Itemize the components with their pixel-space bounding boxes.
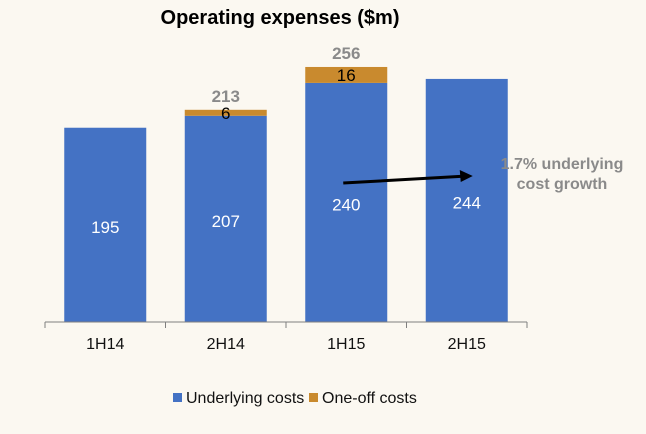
data-label-one-off-2H14: 6 — [221, 104, 230, 123]
legend: Underlying costs One-off costs — [173, 390, 417, 407]
x-axis: 1H14 2H14 1H15 2H15 — [44, 321, 528, 353]
total-label-2H14: 213 — [212, 87, 240, 106]
annotation-line-2: cost growth — [517, 176, 608, 193]
legend-label-one-off: One-off costs — [322, 390, 417, 407]
bar-one-off-2H14 — [184, 109, 267, 116]
chart-title: Operating expenses ($m) — [161, 7, 400, 29]
x-tick-label-1H14: 1H14 — [86, 336, 124, 353]
bar-underlying-2H14 — [184, 115, 267, 323]
legend-swatch-one-off — [309, 393, 318, 402]
data-label-underlying-2H15: 244 — [453, 193, 481, 212]
data-label-underlying-1H15: 240 — [332, 195, 360, 214]
legend-swatch-underlying — [173, 393, 182, 402]
data-label-underlying-2H14: 207 — [212, 212, 240, 231]
annotation: 1.7% underlying cost growth — [343, 156, 623, 193]
total-label-1H15: 256 — [332, 44, 360, 63]
legend-label-underlying: Underlying costs — [186, 390, 304, 407]
bar-underlying-2H15 — [425, 78, 508, 323]
x-tick-label-1H15: 1H15 — [327, 336, 365, 353]
bar-underlying-1H15 — [305, 82, 388, 322]
data-label-underlying-1H14: 195 — [91, 218, 119, 237]
x-tick-label-2H14: 2H14 — [207, 336, 245, 353]
bar-underlying-1H14 — [64, 127, 147, 323]
x-tick-label-2H15: 2H15 — [448, 336, 486, 353]
annotation-line-1: 1.7% underlying — [501, 156, 624, 173]
bar-one-off-1H15 — [305, 66, 388, 83]
growth-arrow-line — [343, 174, 463, 185]
data-label-one-off-1H15: 16 — [337, 66, 356, 85]
growth-arrow-head — [459, 170, 473, 182]
